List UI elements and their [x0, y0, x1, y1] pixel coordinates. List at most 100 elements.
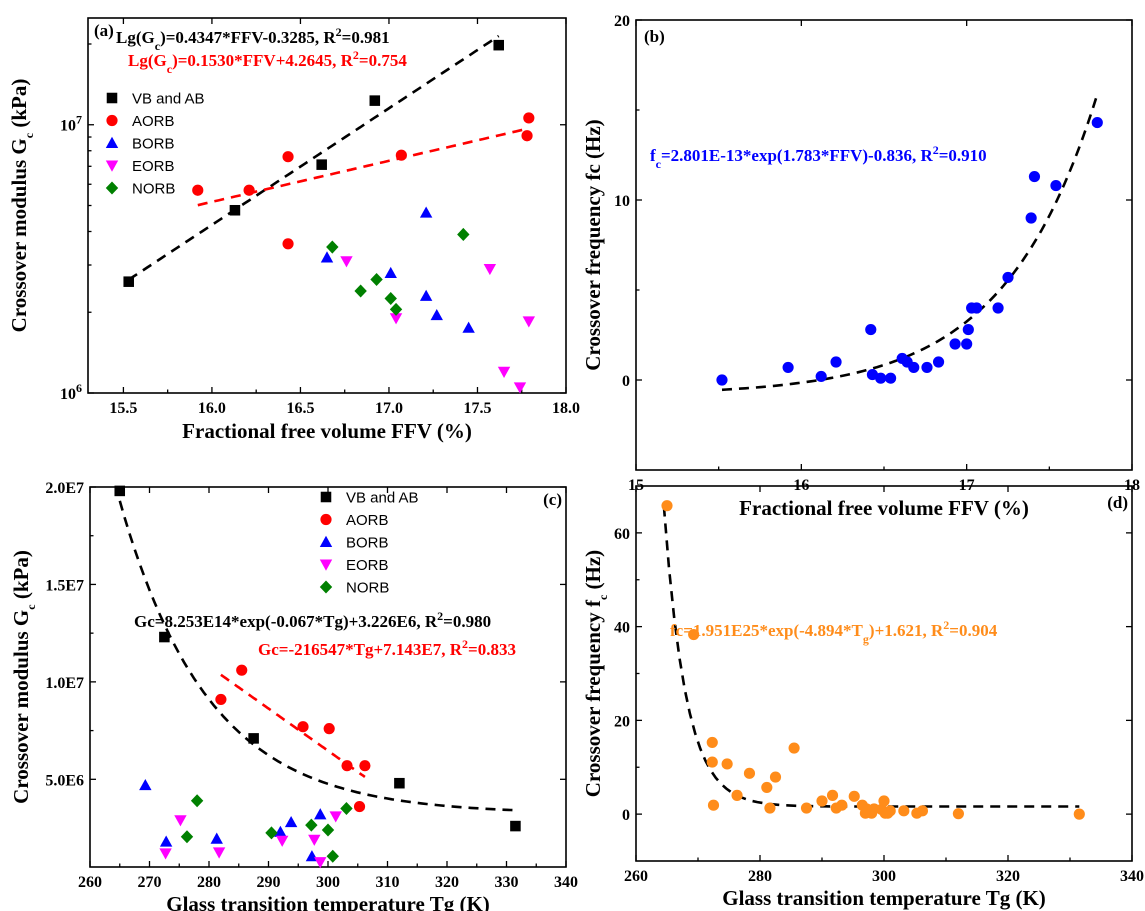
data-point: [243, 184, 255, 196]
data-point: [971, 302, 983, 314]
fit-equation: fc=2.801E-13*exp(1.783*FFV)-0.836, R2=0.…: [650, 143, 987, 171]
data-point: [493, 39, 504, 51]
data-point: [513, 382, 527, 394]
x-axis-ticks: 260 280 300 320 340: [624, 486, 1144, 885]
equation-part: =2.801E-13*exp(1.783*FFV)-0.836, R: [661, 146, 933, 165]
x-tick-label: 17.0: [375, 400, 403, 417]
data-point: [716, 374, 728, 386]
data-point: [707, 799, 720, 811]
data-point: [114, 485, 126, 497]
x-tick-label: 270: [138, 874, 162, 891]
legend-entry: AORB: [132, 113, 175, 130]
x-tick-label: 16.5: [286, 400, 314, 417]
y-axis-label: Crossover frequency fc (Hz): [581, 550, 610, 797]
series-aorb: [215, 664, 371, 813]
data-point: [305, 818, 318, 832]
fit-curves: [118, 500, 516, 812]
data-point: [457, 227, 470, 241]
data-point: [326, 849, 339, 863]
series-borb: [320, 206, 475, 333]
series-borb: [139, 778, 327, 862]
data-point: [370, 272, 383, 286]
data-point: [462, 321, 475, 333]
data-point: [369, 95, 381, 106]
legend-entry: AORB: [346, 512, 389, 529]
plot-frame: [87, 17, 567, 394]
panel-label: (d): [1107, 493, 1128, 512]
data-point: [721, 758, 733, 770]
data-point: [384, 266, 397, 279]
y-tick-label: 10: [614, 193, 630, 210]
x-axis-label: Fractional free volume FFV (%): [182, 419, 472, 443]
x-tick-label: 300: [872, 868, 896, 885]
fit-line: [118, 500, 516, 812]
equation-part: =0.833: [468, 640, 516, 659]
y-tick-label: 20: [614, 713, 630, 730]
panel-label: (b): [644, 27, 665, 46]
legend-marker: [320, 491, 332, 503]
equation-superscript: 2: [933, 143, 939, 157]
x-tick-label: 320: [435, 874, 459, 891]
data-point: [949, 338, 961, 350]
data-point: [816, 795, 828, 807]
data-point: [908, 361, 920, 373]
legend: VB and AB AORB BORB EORB NORB: [105, 91, 205, 198]
data-point: [236, 664, 248, 676]
equation-part: =0.904: [949, 621, 997, 640]
y-axis-label: Crossover modulus Gc (kPa): [7, 79, 36, 333]
fit-equation: Gc=8.253E14*exp(-0.067*Tg)+3.226E6, R2=0…: [134, 609, 491, 631]
data-point: [212, 847, 226, 859]
legend: VB and AB AORB BORB EORB NORB: [319, 490, 419, 597]
x-tick-label: 280: [748, 868, 772, 885]
y-tick-base: 10: [60, 386, 76, 403]
series-eorb: [340, 256, 536, 394]
chart-panel-2: 15 16 17 180 10 20 Fractional free volume FFV …: [581, 13, 1140, 520]
data-point: [932, 356, 945, 368]
x-tick-label: 320: [996, 868, 1020, 885]
x-axis-ticks: 260 270 280 290 300 310 320 330 340: [78, 487, 578, 891]
x-tick-label: 300: [316, 874, 340, 891]
data-point: [394, 777, 405, 789]
legend-entry: NORB: [132, 181, 175, 198]
data-point: [159, 835, 173, 847]
data-point: [661, 500, 673, 512]
equation-part: )=0.4347*FFV-0.3285, R: [160, 28, 336, 47]
legend-marker: [105, 136, 119, 148]
x-tick-label: 260: [624, 868, 648, 885]
y-label-unit: (kPa): [9, 550, 33, 604]
x-tick-label: 340: [554, 874, 578, 891]
fit-equation: fc=1.951E25*exp(-4.894*Tg)+1.621, R2=0.9…: [670, 618, 998, 646]
x-axis-label: Glass transition temperature Tg (K): [722, 886, 1046, 910]
y-axis-ticks: 0 20 40 60: [614, 526, 1132, 824]
data-point: [884, 805, 896, 817]
data-point: [522, 316, 536, 328]
data-point: [274, 825, 287, 837]
data-point: [323, 723, 335, 735]
x-tick-label: 340: [1120, 868, 1144, 885]
y-label-main: Crossover modulus G: [9, 610, 33, 804]
y-axis-label: Crossover frequency fc (Hz): [581, 119, 605, 370]
data-point: [875, 372, 887, 384]
plot-frame: [635, 19, 1133, 471]
x-tick-label: 17.5: [463, 400, 491, 417]
legend-marker: [106, 92, 118, 104]
equation-part: )+1.621, R: [869, 621, 944, 640]
data-point: [353, 801, 366, 813]
data-point: [830, 356, 842, 368]
data-point: [215, 693, 227, 705]
data-point: [1050, 180, 1062, 192]
data-point: [688, 629, 700, 641]
data-point: [316, 159, 327, 170]
y-axis-label: Crossover modulus Gc (kPa): [9, 550, 38, 804]
legend-marker: [320, 513, 332, 526]
y-tick-exponent: 6: [76, 381, 82, 395]
data-point: [275, 835, 289, 847]
fit-equation: Gc=-216547*Tg+7.143E7, R2=0.833: [258, 637, 516, 659]
y-tick-exponent: 7: [76, 113, 82, 127]
data-point: [384, 292, 397, 306]
y-label-subscript: c: [596, 594, 610, 600]
data-point: [192, 184, 204, 196]
legend-entry: EORB: [346, 557, 389, 574]
data-point: [1025, 212, 1037, 224]
